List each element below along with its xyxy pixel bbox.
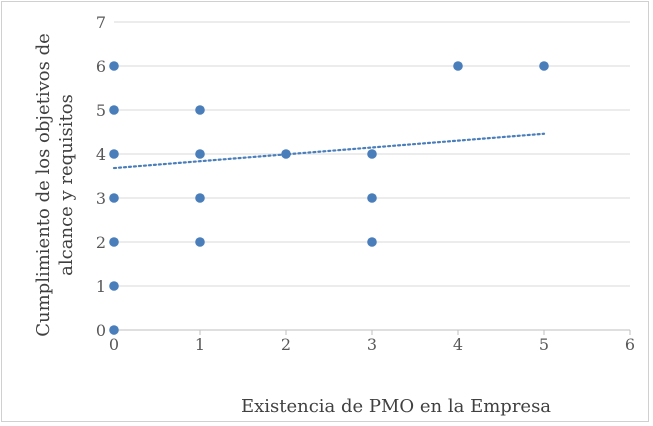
x-axis-title: Existencia de PMO en la Empresa [241, 396, 551, 417]
y-tick-label-1: 1 [96, 277, 106, 296]
y-tick-label-0: 0 [96, 321, 106, 340]
y-tick-label-6: 6 [96, 57, 106, 76]
x-tick-label-0: 0 [109, 335, 119, 354]
data-point-8 [195, 193, 205, 203]
data-point-16 [539, 61, 549, 71]
data-point-5 [109, 105, 119, 115]
data-point-11 [281, 149, 291, 159]
data-point-12 [367, 237, 377, 247]
x-tick-label-2: 2 [281, 335, 291, 354]
x-tick-label-3: 3 [367, 335, 377, 354]
data-point-15 [453, 61, 463, 71]
data-points [109, 61, 549, 335]
data-point-13 [367, 193, 377, 203]
data-point-4 [109, 149, 119, 159]
y-tick-label-2: 2 [96, 233, 106, 252]
x-tick-label-5: 5 [539, 335, 549, 354]
trendline [112, 132, 546, 170]
x-tick-label-6: 6 [625, 335, 635, 354]
x-tick-label-4: 4 [453, 335, 463, 354]
data-point-6 [109, 61, 119, 71]
y-tick-label-7: 7 [96, 13, 106, 32]
data-point-3 [109, 193, 119, 203]
data-point-10 [195, 105, 205, 115]
y-axis-title-line1: Cumplimiento de los objetivos de [33, 33, 54, 337]
y-tick-label-4: 4 [96, 145, 106, 164]
data-point-14 [367, 149, 377, 159]
data-point-7 [195, 237, 205, 247]
tick-labels: 0 1 2 3 4 5 6 0 1 2 3 4 5 6 7 [96, 13, 635, 354]
y-tick-label-3: 3 [96, 189, 106, 208]
data-point-2 [109, 237, 119, 247]
data-point-0 [109, 325, 119, 335]
y-tick-label-5: 5 [96, 101, 106, 120]
y-axis-title: Cumplimiento de los objetivos de alcance… [33, 33, 77, 337]
trendline-group [112, 132, 546, 170]
y-axis-title-line2: alcance y requisitos [56, 94, 77, 276]
x-tick-label-1: 1 [195, 335, 205, 354]
data-point-9 [195, 149, 205, 159]
data-point-1 [109, 281, 119, 291]
